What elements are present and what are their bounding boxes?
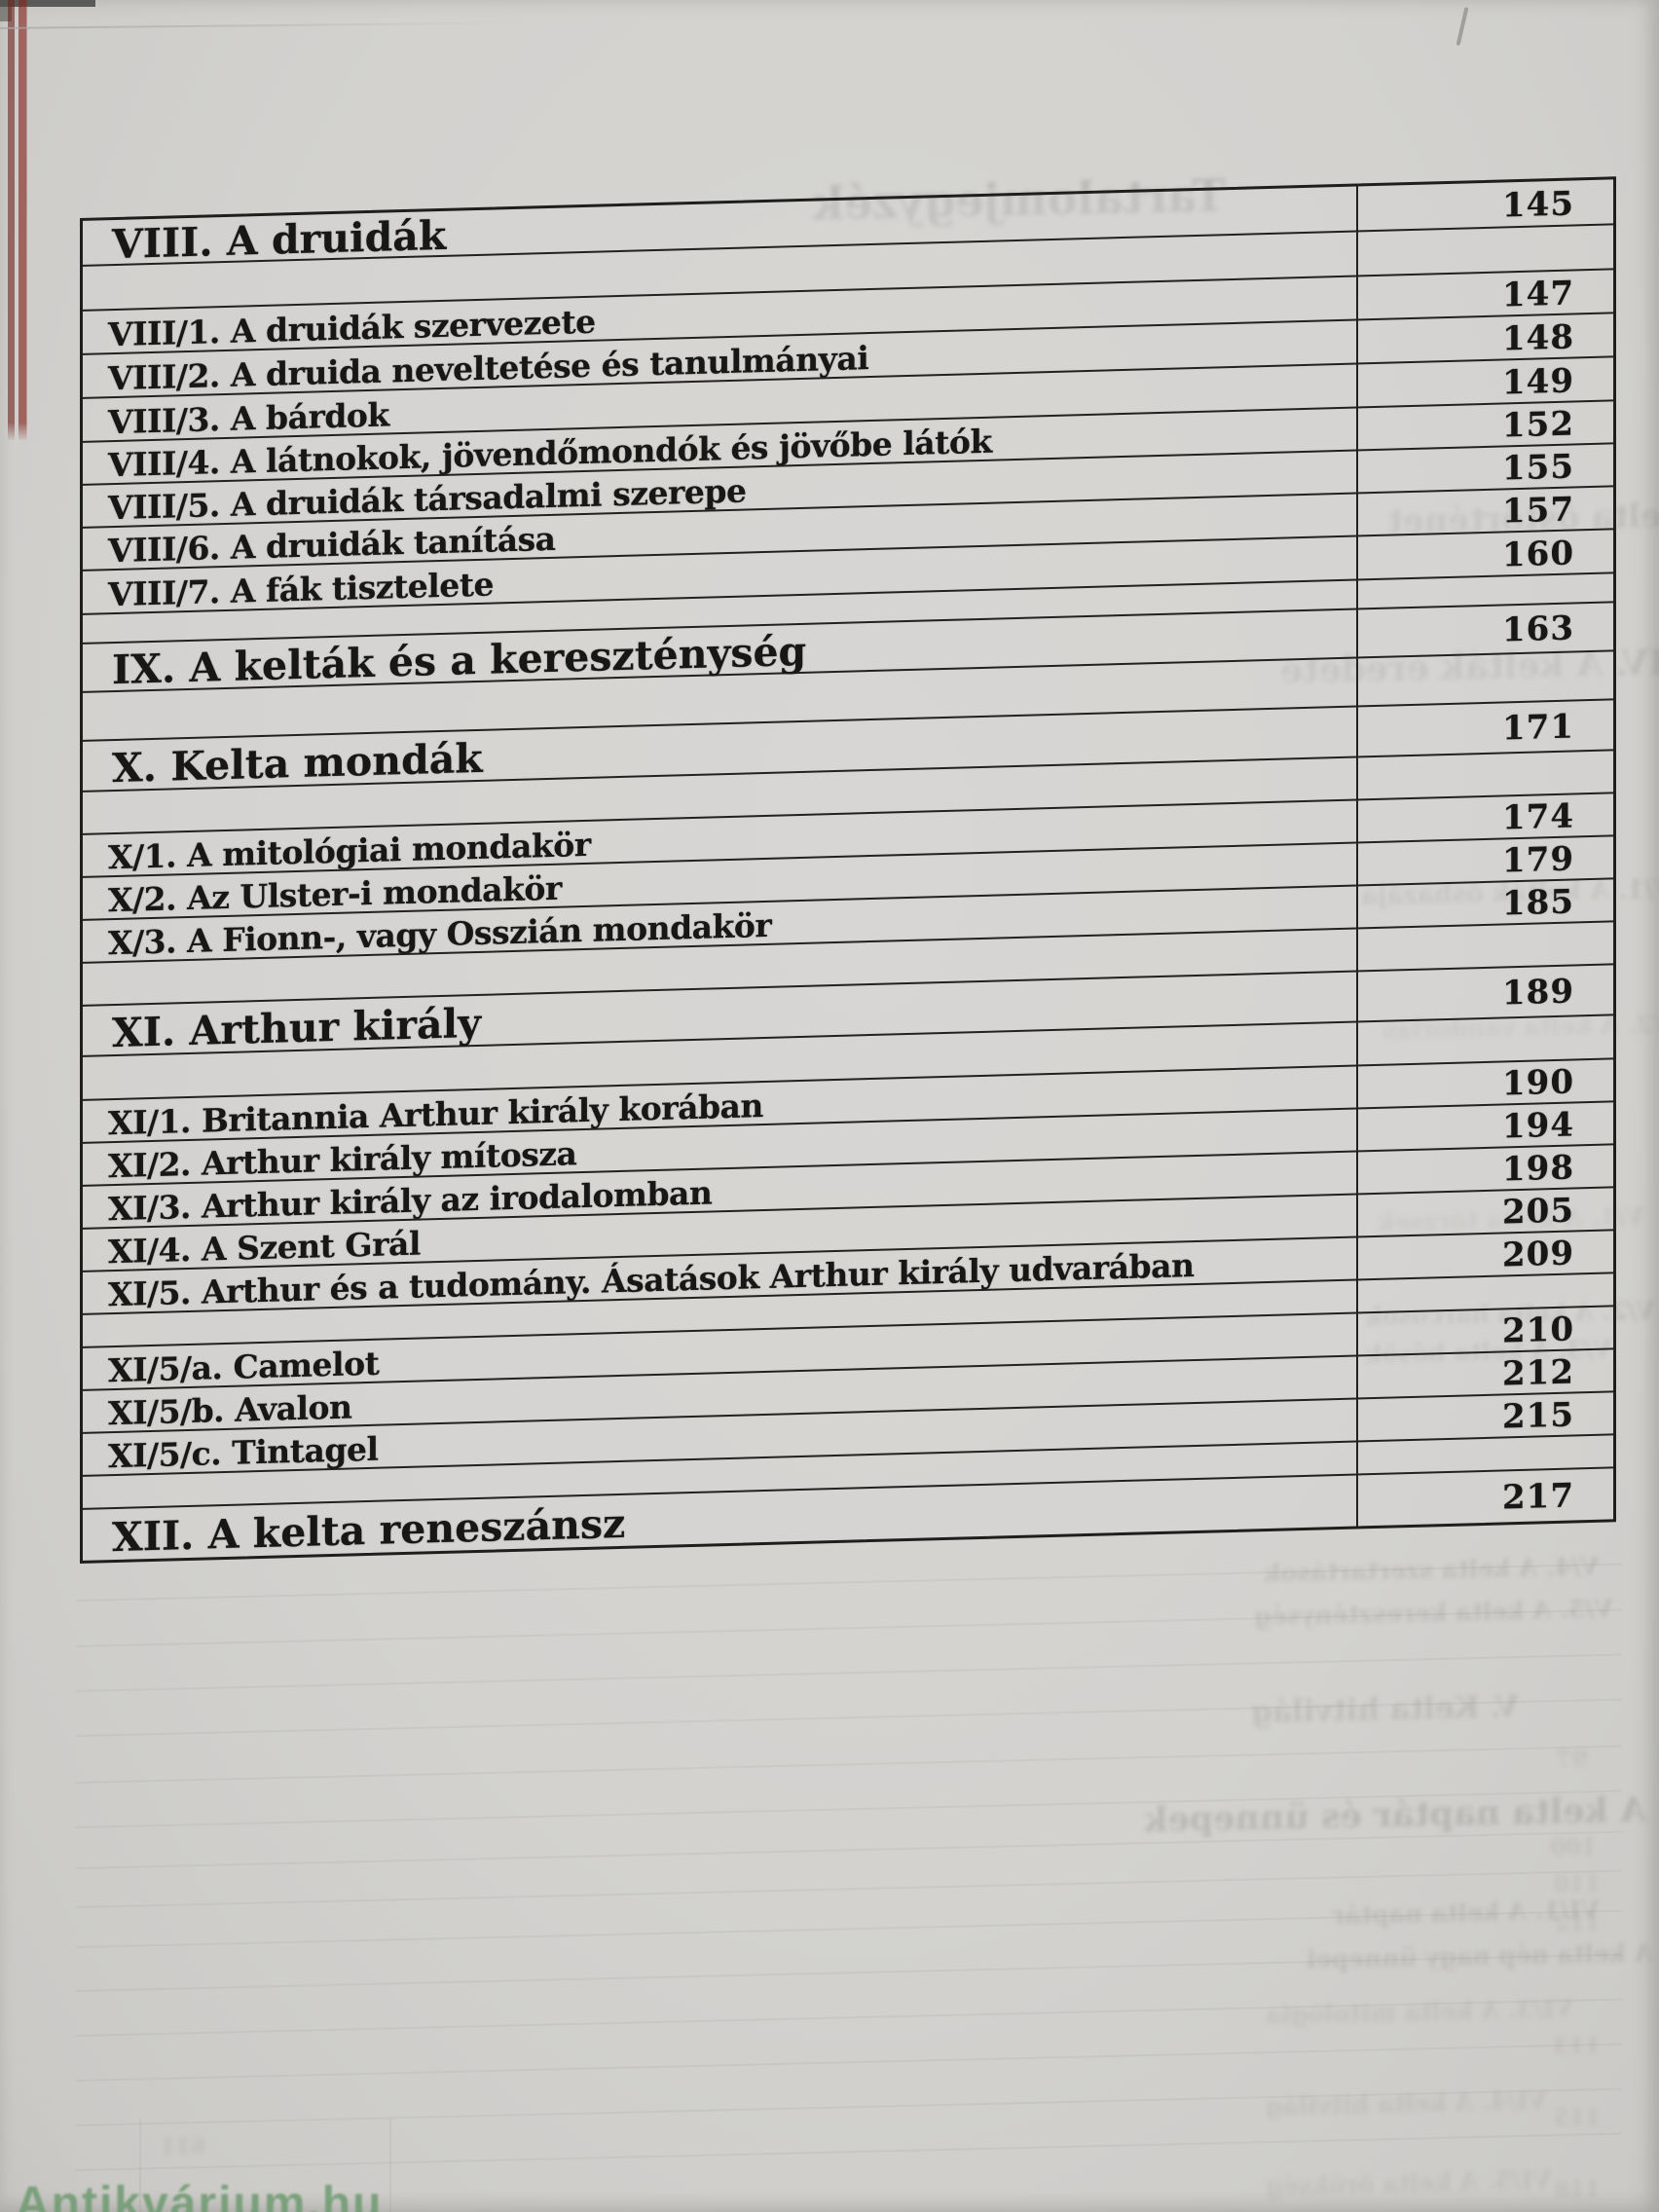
- toc-entry-page: 212: [1502, 1352, 1574, 1394]
- ghost-rule: [76, 1653, 1622, 1692]
- bleedthrough-ghost-number: 118: [1553, 2176, 1602, 2204]
- toc-entry-page: [1358, 651, 1613, 705]
- bleedthrough-ghost-text: V. Kelta hitvilág: [1250, 1689, 1520, 1730]
- bleedthrough-ghost-text: V/4. A kelta szertartások: [1263, 1552, 1600, 1588]
- toc-entry-page: 194: [1502, 1105, 1574, 1147]
- toc-entry-page: [1358, 922, 1613, 970]
- toc-entry-page: [1358, 573, 1613, 608]
- bleedthrough-ghost-text: VI/2. A kelta nép nagy ünnepei: [1306, 1936, 1659, 1974]
- toc-entry-page: 149: [1502, 360, 1574, 402]
- toc-entry-page: 217: [1502, 1476, 1574, 1518]
- toc-entry-page: 179: [1502, 839, 1574, 881]
- toc-entry-page: 198: [1502, 1148, 1574, 1190]
- toc-entry-page: [1358, 1015, 1613, 1064]
- toc-entry-page: [1358, 1435, 1613, 1473]
- ghost-rule: [76, 1830, 1622, 1869]
- toc-entry-page: 209: [1502, 1234, 1574, 1275]
- bleedthrough-ghost-text: VI/4. A kelta hitvilág: [1265, 2085, 1548, 2121]
- bleedthrough-ghost-number: 97: [1555, 1744, 1589, 1774]
- toc-entry-page: 190: [1502, 1062, 1574, 1104]
- bleedthrough-ghost-number: 611: [160, 2133, 206, 2160]
- toc-entry-page: 152: [1502, 404, 1574, 446]
- toc-entry-page: [1358, 1273, 1613, 1311]
- toc-entry-page: 215: [1502, 1395, 1574, 1437]
- toc-entry-page: 210: [1502, 1309, 1574, 1351]
- toc-entry-page: 155: [1502, 447, 1574, 489]
- bleedthrough-ghost-number: 113: [1553, 2032, 1602, 2060]
- ghost-rule: [76, 1745, 1622, 1784]
- toc-entry-page: 189: [1502, 972, 1574, 1014]
- toc-entry-page: 148: [1502, 316, 1574, 358]
- bleedthrough-ghost-number: 100: [1549, 1833, 1598, 1862]
- toc-entry-page: 185: [1502, 882, 1574, 924]
- ghost-rule: [389, 2119, 391, 2212]
- ghost-rule: [76, 2043, 1622, 2082]
- toc-entry-page: 174: [1502, 796, 1574, 838]
- bleedthrough-ghost-text: V/5. A kelta kereszténység: [1253, 1595, 1614, 1631]
- ghost-rule: [76, 2132, 1622, 2171]
- red-spine-strip: [8, 0, 29, 440]
- bleedthrough-ghost-number: 115: [1553, 2104, 1602, 2132]
- toc-entry-page: 157: [1502, 490, 1574, 532]
- watermark-text: Antikvárium.hu: [16, 2178, 384, 2212]
- scratch-mark: [1456, 7, 1469, 46]
- bleedthrough-ghost-text: VI/5. A kelta örökség: [1265, 2165, 1552, 2201]
- hairline-scratch: [0, 21, 545, 29]
- corner-shadow: [0, 0, 95, 7]
- toc-entry-page: [1358, 751, 1613, 798]
- ghost-rule: [139, 2119, 141, 2212]
- toc-entry-page: 147: [1502, 273, 1574, 314]
- toc-entry-page: 205: [1502, 1191, 1574, 1233]
- toc-entry-page: [1358, 225, 1613, 275]
- toc-entry-page: 171: [1502, 707, 1574, 749]
- bleedthrough-ghost-number: 110: [1553, 1870, 1602, 1899]
- bleedthrough-ghost-text: VI/3. A kelta mitológia: [1265, 1994, 1574, 2030]
- toc-entry-page: 163: [1502, 608, 1574, 650]
- toc-entry-page: 145: [1502, 183, 1574, 225]
- toc-table: VIII. A druidák 145 VIII/1. A druidák sz…: [80, 176, 1616, 1565]
- toc-entry-page: 160: [1502, 533, 1574, 574]
- bleedthrough-ghost-number: 112: [1553, 1909, 1602, 1937]
